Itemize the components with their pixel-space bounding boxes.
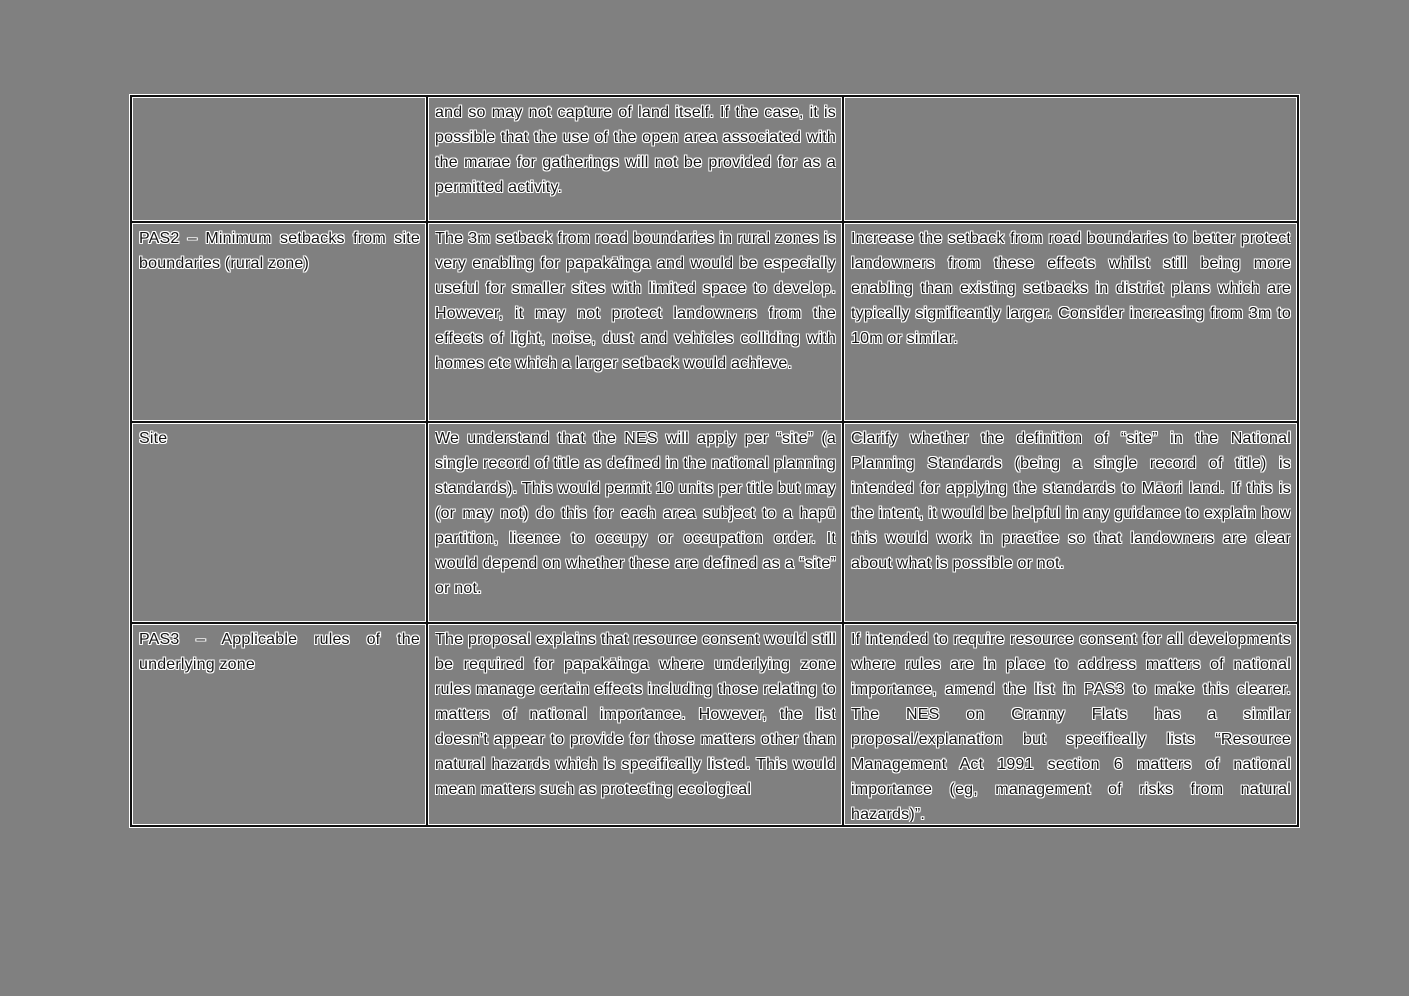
comment-text: The 3m setback from road boundaries in r… <box>435 230 836 372</box>
table-row: and so may not capture of land itself. I… <box>131 96 1298 222</box>
cell-recommendation: Increase the setback from road boundarie… <box>843 222 1298 422</box>
recommendation-text <box>851 100 1291 218</box>
cell-comment: We understand that the NES will apply pe… <box>427 422 843 623</box>
cell-comment: The proposal explains that resource cons… <box>427 623 843 826</box>
cell-topic: PAS2 – Minimum setbacks from site bounda… <box>131 222 427 422</box>
comment-text: and so may not capture of land itself. I… <box>435 104 836 196</box>
recommendation-text: Increase the setback from road boundarie… <box>851 230 1291 347</box>
cell-comment: and so may not capture of land itself. I… <box>427 96 843 222</box>
cell-recommendation: If intended to require resource consent … <box>843 623 1298 826</box>
comment-text: The proposal explains that resource cons… <box>435 631 836 798</box>
cell-topic: Site <box>131 422 427 623</box>
topic-text: PAS3 – Applicable rules of the underlyin… <box>139 631 420 673</box>
topic-text <box>139 100 420 218</box>
comment-text: We understand that the NES will apply pe… <box>435 430 836 597</box>
table-row: Site We understand that the NES will app… <box>131 422 1298 623</box>
recommendation-text: If intended to require resource consent … <box>851 631 1291 822</box>
cell-comment: The 3m setback from road boundaries in r… <box>427 222 843 422</box>
cell-topic: PAS3 – Applicable rules of the underlyin… <box>131 623 427 826</box>
recommendation-text: Clarify whether the definition of “site”… <box>851 430 1291 572</box>
cell-recommendation <box>843 96 1298 222</box>
topic-text: PAS2 – Minimum setbacks from site bounda… <box>139 230 420 272</box>
cell-recommendation: Clarify whether the definition of “site”… <box>843 422 1298 623</box>
table-row: PAS3 – Applicable rules of the underlyin… <box>131 623 1298 826</box>
cell-topic <box>131 96 427 222</box>
submission-table-container: and so may not capture of land itself. I… <box>129 94 1300 828</box>
submission-table: and so may not capture of land itself. I… <box>129 94 1300 828</box>
table-row: PAS2 – Minimum setbacks from site bounda… <box>131 222 1298 422</box>
topic-text: Site <box>139 430 168 447</box>
